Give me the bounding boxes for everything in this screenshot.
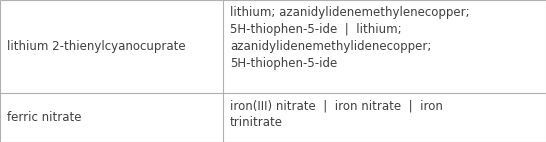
Text: ferric nitrate: ferric nitrate [7,111,81,124]
Text: iron(III) nitrate  |  iron nitrate  |  iron
trinitrate: iron(III) nitrate | iron nitrate | iron … [230,99,443,129]
Text: lithium; azanidylidenemethylenecopper;
5H-thiophen-5-ide  |  lithium;
azanidylid: lithium; azanidylidenemethylenecopper; 5… [230,6,470,70]
Text: lithium 2-thienylcyanocuprate: lithium 2-thienylcyanocuprate [7,40,186,53]
